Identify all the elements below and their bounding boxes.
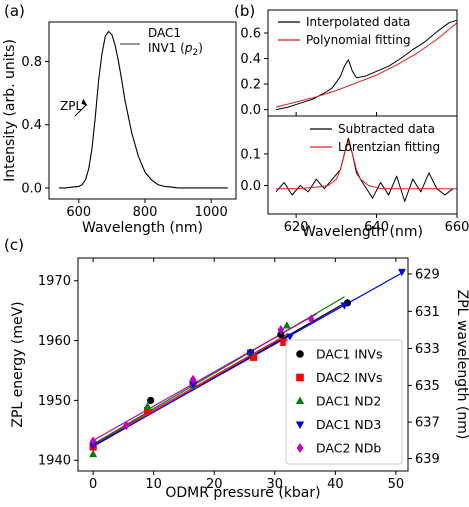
axis-xtick-label: 1000	[195, 205, 228, 220]
axis-ytick-label: 1950	[38, 394, 71, 409]
legend-label: DAC2 NDb	[316, 441, 381, 456]
annotation-arrow-head	[81, 98, 88, 106]
plot-frame	[77, 257, 409, 472]
data-point-dac1-nd3	[285, 333, 294, 341]
lower-series-line-1	[276, 140, 457, 190]
lower-axis-xtick-label: 620	[284, 220, 309, 235]
series-line	[58, 30, 228, 189]
lower-axis-xtick-label: 660	[445, 220, 469, 235]
legend-box	[285, 339, 403, 465]
data-point-dac2-invs	[144, 406, 152, 415]
panel-label: (b)	[234, 2, 255, 20]
panel-c: 0 10 20 30 40 50 1940 1950 1960 1970 629 631 633 635 6…	[4, 236, 469, 501]
data-point-dac2-invs	[280, 338, 288, 346]
upper-legend-label: Polynomial fitting	[306, 33, 411, 47]
legend-marker	[296, 373, 304, 382]
legend-marker	[296, 443, 304, 453]
fit-line-1	[92, 334, 288, 446]
panel-b: 0.0 0.2 0.4 0.6 Interpolated data Polynomial …	[234, 2, 469, 240]
legend-italic: p	[184, 41, 193, 55]
y-axis-title: ZPL energy (meV)	[10, 301, 26, 427]
axis-xtick-label: 40	[327, 477, 344, 492]
lower-legend-label: Subtracted data	[338, 122, 435, 136]
upper-series-line-1	[275, 22, 458, 108]
legend-marker	[295, 421, 305, 430]
y2-axis-title: ZPL wavelength (nm)	[454, 290, 469, 440]
data-point-dac1-nd3	[246, 349, 255, 357]
axis-xtick-label: 50	[388, 477, 405, 492]
panel-a: 600 800 1000 0.0 0.4 0.8 Wavelength (nm) Intens…	[2, 2, 237, 236]
axis-ytick-label: 1970	[38, 274, 71, 289]
legend-close: )	[198, 41, 203, 55]
data-point-dac2-ndb	[189, 374, 197, 385]
lower-plot-frame	[267, 115, 458, 215]
data-point-dac2-ndb	[123, 420, 130, 431]
axis-ytick-label: 0.4	[21, 118, 42, 133]
x-axis-title: Wavelength (nm)	[82, 220, 203, 236]
right-axis-tick-label: 633	[415, 342, 440, 357]
legend-label-line2: INV1 (p2)	[148, 41, 203, 58]
legend-subscript: 2	[192, 48, 198, 58]
data-point-dac1-nd2	[143, 402, 152, 410]
right-axis-tick-label: 631	[415, 305, 440, 320]
axis-xtick-label: 800	[133, 205, 158, 220]
data-point-dac1-invs	[277, 330, 285, 339]
x-axis-title: ODMR pressure (kbar)	[165, 485, 320, 501]
data-point-dac2-invs	[249, 353, 258, 361]
axis-xtick-label: 30	[267, 477, 284, 492]
right-axis-tick-label: 629	[415, 267, 440, 282]
panel-label: (a)	[4, 2, 25, 20]
data-point-dac1-nd3	[397, 268, 406, 277]
axis-ytick-label: 0.8	[21, 55, 42, 70]
data-point-dac1-nd3	[189, 381, 198, 389]
legend-label: DAC1 INVs	[316, 347, 383, 362]
lower-axis-ytick-label: 0.1	[240, 147, 261, 162]
data-point-dac1-nd3	[89, 442, 98, 450]
axis-ytick-label: 1960	[38, 334, 71, 349]
data-point-dac2-ndb	[277, 325, 285, 335]
upper-axis-ytick-label: 0.2	[240, 78, 261, 93]
lower-axis-ytick-label: 0.0	[240, 179, 261, 194]
legend-label-line1: DAC1	[148, 26, 181, 40]
legend-marker	[296, 350, 304, 358]
legend-label: DAC1 ND2	[316, 394, 381, 409]
data-point-dac1-nd2	[282, 321, 291, 329]
lower-series-line-0	[275, 137, 454, 202]
annotation-arrow-shaft	[74, 104, 87, 117]
x-axis-title: Wavelength (nm)	[302, 224, 423, 240]
right-axis-tick-label: 639	[415, 452, 440, 467]
axis-xtick-label: 20	[206, 477, 223, 492]
axis-xtick-label: 600	[66, 205, 91, 220]
data-point-dac2-ndb	[307, 314, 315, 324]
lower-legend-label: Lorentzian fitting	[338, 140, 440, 154]
data-point-dac2-ndb	[89, 436, 97, 446]
axis-ytick-label: 1940	[38, 454, 71, 469]
legend-marker	[295, 396, 305, 405]
lower-axis-xtick-label: 640	[364, 220, 389, 235]
axis-xtick-label: 0	[89, 477, 97, 492]
upper-axis-ytick-label: 0.4	[240, 52, 261, 67]
panel-label: (c)	[4, 236, 24, 254]
legend-label: DAC1 ND3	[316, 417, 381, 432]
zpl-annotation: ZPL	[60, 99, 82, 113]
upper-axis-ytick-label: 0.0	[240, 103, 261, 118]
y-axis-title: Intensity (arb. units)	[2, 39, 18, 182]
axis-xtick-label: 10	[145, 477, 162, 492]
right-axis-tick-label: 635	[415, 379, 440, 394]
axis-ytick-label: 0.0	[21, 181, 42, 196]
legend-label: DAC2 INVs	[316, 370, 383, 385]
plot-frame	[48, 21, 237, 200]
upper-legend-label: Interpolated data	[306, 15, 410, 29]
data-point-dac1-nd2	[89, 449, 98, 458]
upper-axis-ytick-label: 0.6	[240, 26, 261, 41]
right-axis-tick-label: 637	[415, 416, 440, 431]
data-point-dac1-invs	[147, 396, 155, 404]
upper-series-line-0	[275, 19, 458, 111]
data-point-dac1-nd3	[340, 302, 349, 310]
